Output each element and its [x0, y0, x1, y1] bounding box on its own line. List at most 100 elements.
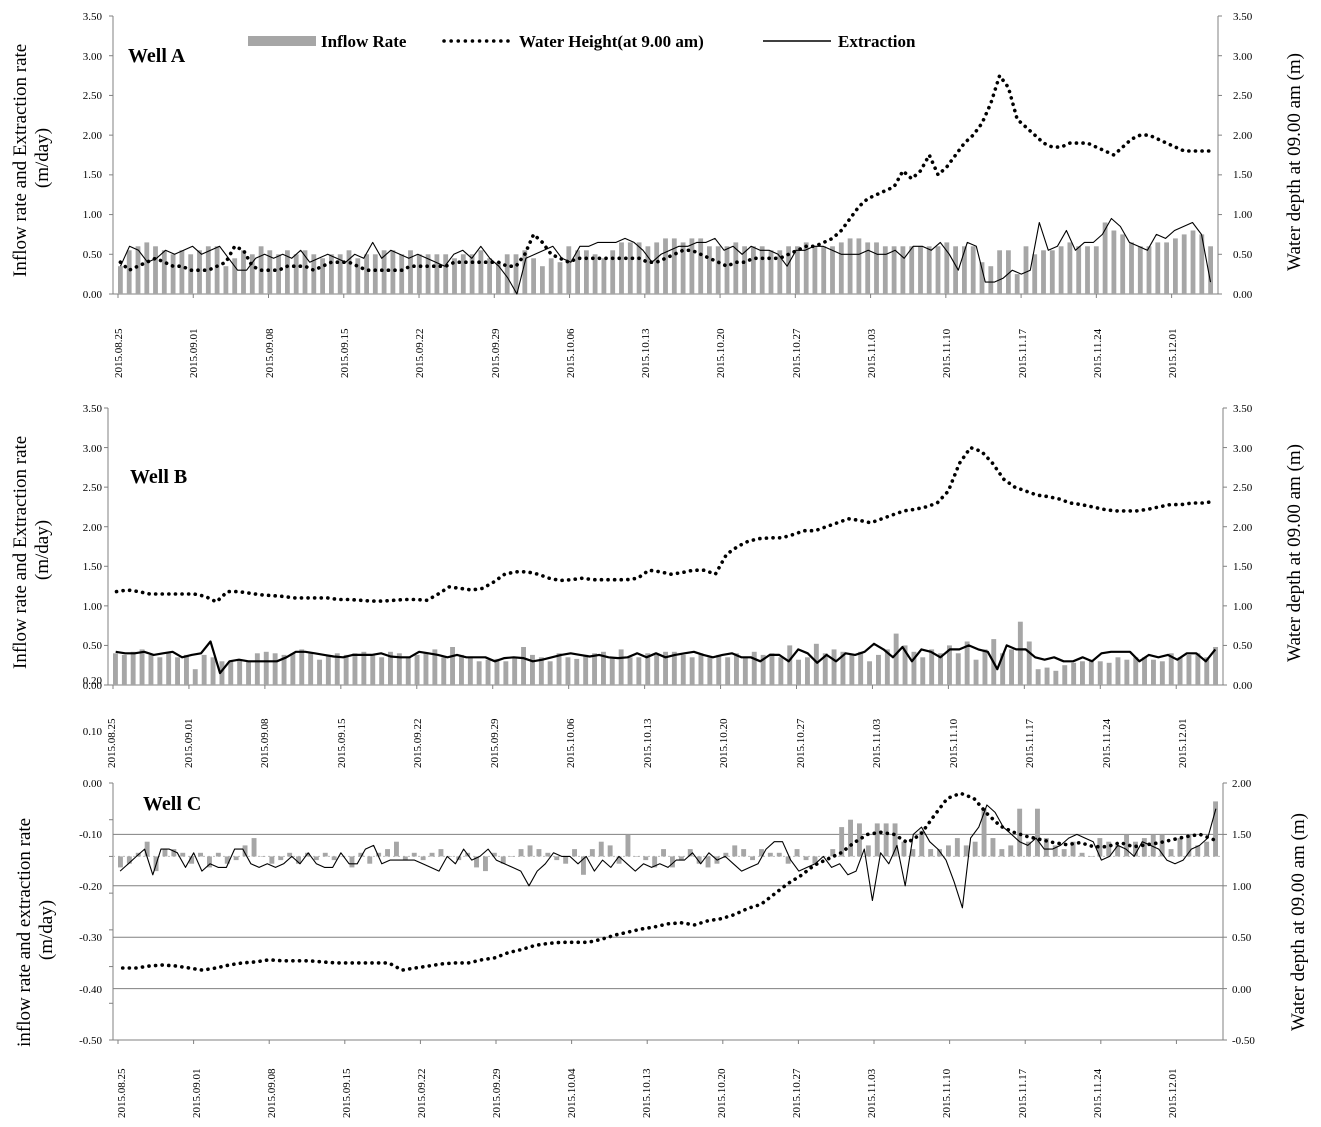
legend-inflow-swatch [248, 36, 316, 46]
date-label: 2015.09.01 [191, 1069, 203, 1119]
tick-label: 1.50 [1233, 169, 1253, 181]
axis-title-part: Inflow rate and Extraction rate [10, 44, 31, 277]
inflow-bar [1168, 849, 1174, 857]
date-label: 2015.10.27 [791, 328, 803, 378]
panel-well-a: 0.00 0.50 1.00 1.50 2.00 2.50 3.00 3.50 … [10, 11, 1305, 378]
inflow-bar [607, 845, 613, 857]
inflow-bar [565, 657, 571, 685]
axis-title-part: (m/day) [36, 900, 57, 960]
tick-label: 2.50 [83, 482, 103, 494]
tick-label: 0.00 [83, 778, 103, 790]
inflow-bar [584, 250, 589, 294]
inflow-bar [1044, 667, 1050, 685]
inflow-bar [460, 254, 466, 294]
inflow-bar [343, 654, 349, 685]
inflow-bar [874, 242, 879, 294]
inflow-bar [531, 258, 536, 294]
inflow-bar [293, 254, 299, 294]
inflow-bar [329, 254, 334, 294]
inflow-bar [865, 242, 871, 294]
inflow-bar [1213, 801, 1218, 857]
date-label: 2015.09.15 [336, 718, 348, 768]
inflow-bar [144, 841, 150, 857]
inflow-bar [733, 242, 739, 294]
inflow-bar [1049, 250, 1055, 294]
inflow-bar [831, 649, 837, 685]
inflow-bar [1115, 845, 1121, 857]
inflow-bar [281, 654, 287, 685]
inflow-bar [399, 254, 405, 294]
inflow-bar [805, 657, 810, 685]
inflow-bar [352, 653, 358, 685]
inflow-bar [1085, 246, 1090, 294]
inflow-bar [918, 246, 923, 294]
inflow-bar [557, 262, 563, 294]
date-label: 2015.09.08 [264, 328, 276, 378]
inflow-bar [938, 653, 943, 685]
inflow-bar [411, 852, 417, 857]
tick-label: -0.50 [1232, 1035, 1255, 1047]
inflow-bar [926, 246, 932, 294]
inflow-bar [1035, 669, 1041, 685]
inflow-bar [946, 845, 951, 857]
panel-a-date-ticks: 2015.08.25 2015.09.01 2015.09.08 2015.09… [113, 328, 1179, 378]
date-label: 2015.11.10 [948, 718, 960, 768]
inflow-bar [233, 856, 239, 861]
panel-b-left-axis-title: Inflow rate and Extraction rate (m/day) [10, 431, 53, 669]
inflow-bar [725, 657, 731, 685]
date-label: 2015.10.27 [791, 1068, 803, 1118]
inflow-bar [909, 246, 915, 294]
inflow-bar [1053, 670, 1059, 685]
inflow-bar [1026, 641, 1032, 685]
date-label: 2015.09.08 [266, 1068, 278, 1118]
inflow-bar [381, 250, 387, 294]
inflow-bar [618, 649, 624, 685]
date-label: 2015.11.17 [1017, 1068, 1029, 1118]
panel-c-left-axis-title: inflow rate and extraction rate (m/day) [14, 813, 57, 1047]
inflow-bar [197, 250, 202, 294]
inflow-bar [742, 246, 747, 294]
inflow-bar [322, 852, 328, 857]
inflow-bar [420, 856, 426, 861]
inflow-bar [287, 852, 293, 857]
inflow-bar [1177, 838, 1183, 857]
tick-label: 1.00 [1232, 881, 1252, 893]
inflow-bar [911, 651, 917, 685]
inflow-bar [224, 856, 230, 864]
inflow-bar [179, 250, 185, 294]
inflow-bar [201, 654, 207, 685]
inflow-bar [734, 653, 739, 685]
inflow-bar [358, 852, 364, 857]
inflow-bar [118, 266, 123, 294]
inflow-bar [777, 250, 783, 294]
inflow-bar [1190, 230, 1196, 294]
date-label: 2015.10.20 [718, 718, 730, 768]
tick-label: 0.20 [83, 675, 103, 687]
inflow-bar [592, 254, 598, 294]
inflow-bar [813, 643, 819, 685]
inflow-bar [267, 250, 273, 294]
date-label: 2015.11.03 [871, 718, 883, 768]
inflow-bar [192, 669, 198, 685]
inflow-bar [547, 661, 553, 685]
tick-label: -0.40 [79, 984, 102, 996]
inflow-bar [1124, 659, 1130, 685]
inflow-bar [1208, 246, 1213, 294]
inflow-bar [1041, 250, 1046, 294]
inflow-bar [390, 250, 396, 294]
inflow-bar [840, 651, 846, 685]
inflow-bar [1186, 654, 1192, 685]
inflow-bar [572, 849, 577, 857]
inflow-bar [205, 246, 211, 294]
inflow-bar [1058, 246, 1064, 294]
inflow-bar [1164, 242, 1169, 294]
tick-label: -0.30 [79, 932, 102, 944]
panel-a-left-axis-title: Inflow rate and Extraction rate (m/day) [10, 39, 53, 277]
date-label: 2015.08.25 [113, 328, 125, 378]
inflow-bar [751, 651, 757, 685]
inflow-bar [521, 647, 526, 685]
inflow-bar [716, 654, 722, 685]
inflow-bar [1080, 661, 1085, 685]
inflow-bar [364, 254, 369, 294]
